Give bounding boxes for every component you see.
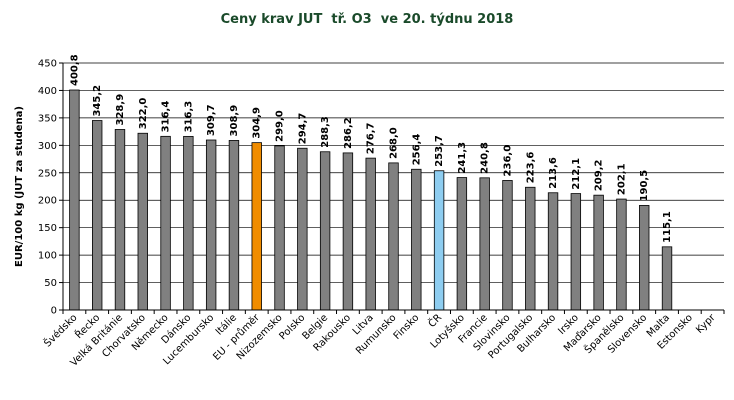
- data-label: 212,1: [571, 158, 582, 190]
- data-label: 276,7: [366, 122, 377, 154]
- data-label: 213,6: [548, 157, 559, 189]
- y-tick-label: 0: [51, 306, 57, 317]
- data-label: 309,7: [206, 104, 217, 136]
- bar: [456, 177, 468, 311]
- bar: [114, 129, 126, 311]
- x-tick-label: Švédsko: [41, 311, 80, 350]
- bar: [274, 145, 285, 311]
- bar: [365, 157, 376, 311]
- bar: [69, 89, 80, 311]
- data-label: 322,0: [138, 98, 149, 130]
- bar: [137, 132, 148, 311]
- bar: [433, 170, 445, 311]
- bars: [69, 89, 673, 311]
- data-label: 223,6: [525, 152, 536, 184]
- x-tick-label: Finsko: [392, 312, 422, 342]
- data-label: 304,9: [252, 107, 263, 139]
- data-label: 240,8: [480, 142, 491, 174]
- y-tick-label: 50: [44, 278, 57, 289]
- axes: 0 50 100 150 200 250 300 350 400 450: [38, 59, 725, 317]
- y-tick-label: 150: [38, 223, 57, 234]
- bar: [525, 186, 536, 311]
- bar: [319, 151, 331, 311]
- data-label: 241,3: [457, 142, 468, 174]
- data-label: 316,4: [161, 101, 172, 133]
- data-label: 115,1: [662, 211, 673, 243]
- bar: [593, 194, 604, 311]
- y-tick-label: 200: [38, 196, 57, 207]
- y-tick-label: 250: [38, 168, 57, 179]
- bar: [411, 168, 422, 311]
- bar: [661, 246, 673, 311]
- bar: [228, 140, 240, 311]
- y-tick-label: 350: [38, 113, 57, 124]
- bar: [502, 180, 513, 311]
- bar: [297, 147, 308, 311]
- bar: [547, 192, 559, 311]
- bar: [616, 198, 627, 311]
- bar: [479, 177, 490, 311]
- data-label: 202,1: [616, 163, 627, 195]
- data-label: 190,5: [639, 170, 650, 202]
- bar: [639, 205, 650, 311]
- data-label: 256,4: [411, 134, 422, 166]
- data-label: 294,7: [297, 113, 308, 145]
- y-tick-label: 450: [38, 59, 57, 70]
- data-label: 308,9: [229, 105, 240, 137]
- bar: [92, 120, 103, 311]
- y-axis-label: EUR/100 kg (JUT za studena): [14, 106, 25, 267]
- data-label: 316,3: [183, 101, 194, 133]
- x-tick-label: Kypr: [694, 312, 718, 336]
- bar: [160, 135, 171, 311]
- data-label: 236,0: [502, 145, 513, 177]
- data-label: 328,9: [115, 94, 126, 126]
- bar: [342, 152, 354, 311]
- data-label: 268,0: [389, 127, 400, 159]
- data-label: 288,3: [320, 116, 331, 148]
- data-label: 345,2: [92, 85, 103, 117]
- bar: [570, 193, 582, 311]
- bar: [388, 162, 399, 311]
- y-tick-label: 300: [38, 141, 57, 152]
- data-label: 286,2: [343, 117, 354, 149]
- bar: [205, 139, 217, 311]
- chart-title: Ceny krav JUT tř. O3 ve 20. týdnu 2018: [220, 12, 514, 27]
- data-label: 400,8: [69, 54, 80, 86]
- data-label: 253,7: [434, 135, 445, 167]
- bar: [183, 135, 194, 311]
- y-tick-label: 100: [38, 251, 57, 262]
- y-tick-label: 400: [38, 86, 57, 97]
- bar: [251, 142, 262, 311]
- data-label: 299,0: [275, 110, 286, 142]
- data-label: 209,2: [594, 159, 605, 191]
